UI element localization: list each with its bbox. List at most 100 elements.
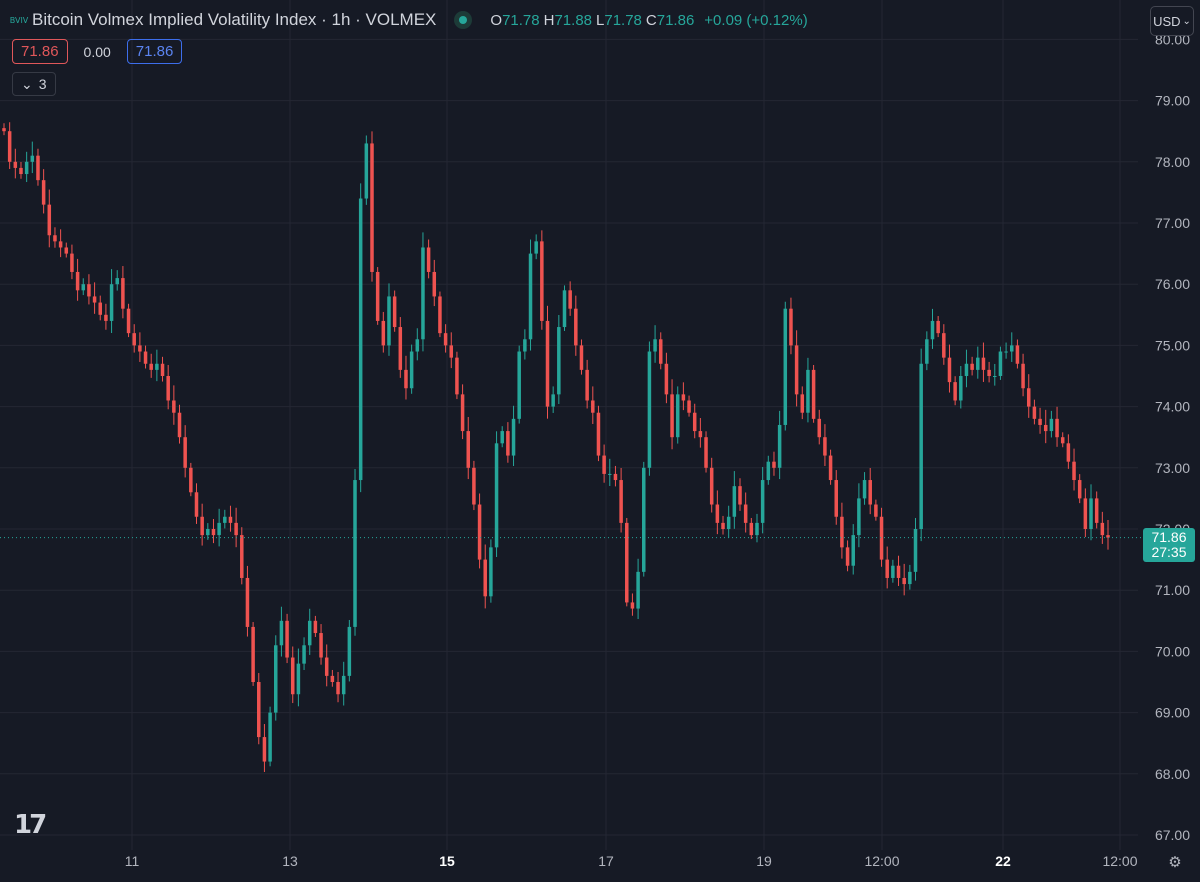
candle	[698, 418, 703, 448]
y-tick-label: 70.00	[1155, 643, 1190, 659]
candle	[36, 148, 40, 186]
candle	[268, 706, 272, 767]
candle	[885, 546, 889, 589]
candle	[1077, 474, 1082, 504]
candle	[625, 517, 629, 607]
chevron-down-icon: ⌄	[1182, 15, 1191, 27]
candle	[53, 227, 57, 248]
candle	[466, 417, 471, 480]
candle	[324, 644, 329, 687]
y-tick-label: 75.00	[1155, 337, 1190, 353]
candle	[857, 483, 861, 548]
candle	[313, 615, 318, 637]
candle	[336, 672, 340, 703]
candle	[664, 352, 669, 404]
candle	[483, 544, 487, 609]
candle	[794, 330, 799, 407]
candle	[1066, 434, 1071, 469]
time-axis[interactable]: 11 13 15 17 19 12:00 22 12:00	[125, 853, 1138, 869]
candle	[721, 515, 725, 535]
x-tick-label: 17	[598, 853, 614, 869]
indicators-toggle-button[interactable]: ⌄ 3	[12, 72, 56, 96]
market-status-icon[interactable]	[454, 11, 473, 29]
indicator-count: 3	[38, 76, 47, 92]
currency-select[interactable]: USD ⌄	[1150, 6, 1194, 36]
candle	[370, 131, 374, 282]
candle	[13, 148, 18, 179]
candle	[874, 499, 878, 521]
x-tick-label: 19	[756, 853, 772, 869]
y-tick-label: 71.00	[1155, 582, 1190, 598]
candle	[262, 724, 267, 773]
candle	[443, 324, 448, 353]
candle	[285, 613, 289, 664]
candle	[132, 324, 136, 353]
candle	[223, 509, 227, 529]
candle	[602, 444, 606, 483]
candle	[290, 646, 295, 704]
high-label: H	[543, 11, 555, 29]
candle	[1060, 432, 1065, 448]
candle	[296, 648, 301, 707]
candle	[879, 507, 884, 567]
candle	[404, 355, 408, 400]
candle	[862, 472, 867, 505]
candle	[1094, 491, 1099, 529]
spread-value: 0.00	[83, 43, 111, 60]
candle	[1038, 407, 1042, 434]
ask-price[interactable]: 71.86	[126, 39, 183, 64]
bid-price[interactable]: 71.86	[12, 39, 68, 64]
candle	[845, 540, 850, 572]
candle	[81, 278, 86, 296]
last-price-value: 71.86	[1151, 529, 1187, 545]
candle	[828, 449, 833, 485]
candle	[749, 517, 754, 540]
candle	[930, 308, 935, 349]
candle	[115, 270, 119, 291]
candle	[574, 295, 578, 356]
candle	[138, 332, 142, 362]
candle	[1100, 511, 1105, 544]
candle	[936, 316, 940, 338]
candle	[257, 673, 261, 745]
candle	[206, 523, 210, 540]
candle	[981, 342, 986, 382]
candle	[126, 303, 131, 338]
candle	[1055, 406, 1059, 447]
candle	[387, 283, 391, 356]
price-axis[interactable]: 67.0068.0069.0070.0071.0072.0073.0074.00…	[1155, 31, 1190, 843]
candle	[789, 297, 793, 355]
y-tick-label: 74.00	[1155, 399, 1190, 415]
tradingview-logo-icon[interactable]: 17	[14, 810, 47, 840]
candle	[1026, 374, 1031, 418]
currency-label: USD	[1153, 13, 1181, 29]
candle	[58, 229, 63, 258]
candle	[392, 290, 397, 332]
candle	[545, 305, 550, 419]
candle	[709, 457, 714, 513]
candle	[1089, 484, 1093, 541]
volmex-logo-icon: BVIV	[9, 15, 29, 25]
candle	[953, 376, 957, 406]
candle	[970, 356, 974, 376]
candle	[228, 505, 233, 532]
candle	[630, 593, 635, 616]
candle	[200, 503, 204, 546]
candle	[438, 291, 442, 338]
candle	[347, 619, 352, 682]
x-tick-label: 13	[282, 853, 298, 869]
candle	[2, 123, 6, 136]
candle	[517, 345, 521, 424]
candle	[409, 344, 414, 394]
candle	[760, 466, 765, 534]
gear-icon[interactable]: ⚙	[1168, 853, 1182, 871]
candle	[636, 558, 640, 620]
candle	[675, 386, 680, 444]
symbol-title[interactable]: Bitcoin Volmex Implied Volatility Index …	[32, 10, 437, 29]
candle	[913, 517, 918, 581]
candle	[998, 346, 1003, 380]
candle	[472, 460, 476, 511]
candle	[341, 661, 346, 706]
candle	[834, 470, 839, 525]
